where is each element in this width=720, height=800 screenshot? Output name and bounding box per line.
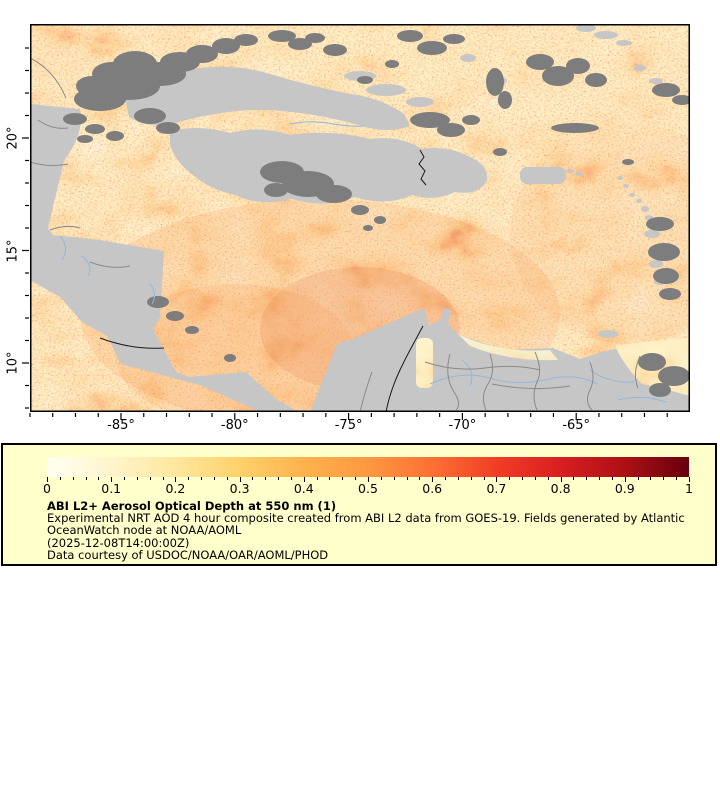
colorbar-label: 0.8 — [550, 481, 571, 496]
colorbar-label: 0.3 — [229, 481, 250, 496]
colorbar-minor-tick — [252, 477, 254, 480]
colorbar-minor-tick — [483, 477, 485, 480]
colorbar-minor-tick — [226, 477, 228, 480]
colorbar-major-tick — [239, 477, 241, 482]
colorbar-minor-tick — [445, 477, 447, 480]
legend-line: (2025-12-08T14:00:00Z) — [47, 535, 190, 550]
colorbar-minor-tick — [522, 477, 524, 480]
colorbar-minor-tick — [406, 477, 408, 480]
colorbar-minor-tick — [470, 477, 472, 480]
landmass-south-america — [310, 308, 690, 412]
colorbar — [47, 457, 689, 477]
colorbar-minor-tick — [380, 477, 382, 480]
colorbar-minor-tick — [98, 477, 100, 480]
colorbar-minor-tick — [213, 477, 215, 480]
x-axis-label: -75° — [334, 418, 363, 433]
legend-description: Experimental NRT AOD 4 hour composite cr… — [47, 512, 685, 561]
colorbar-minor-tick — [59, 477, 61, 480]
colorbar-minor-tick — [419, 477, 421, 480]
colorbar-major-tick — [560, 477, 562, 482]
map-border — [30, 24, 690, 412]
legend-line: Experimental NRT AOD 4 hour composite cr… — [47, 511, 685, 526]
aod-lake-maracaibo — [416, 338, 433, 388]
x-axis-label: -85° — [107, 418, 135, 433]
colorbar-minor-tick — [663, 477, 665, 480]
colorbar-minor-tick — [188, 477, 190, 480]
colorbar-minor-tick — [72, 477, 74, 480]
x-axis-label: -65° — [562, 418, 591, 433]
legend-line: Data courtesy of USDOC/NOAA/OAR/AOML/PHO… — [47, 547, 329, 562]
colorbar-label: 0.4 — [293, 481, 314, 496]
admin-border-lines — [30, 57, 641, 412]
country-border-lines — [99, 149, 427, 412]
colorbar-label: 0.7 — [486, 481, 507, 496]
colorbar-minor-tick — [342, 477, 344, 480]
colorbar-major-tick — [689, 477, 690, 482]
legend-line: OceanWatch node at NOAA/AOML — [47, 523, 242, 538]
legend-text-block: ABI L2+ Aerosol Optical Depth at 550 nm … — [47, 500, 685, 561]
colorbar-minor-tick — [547, 477, 549, 480]
colorbar-minor-tick — [637, 477, 639, 480]
colorbar-minor-tick — [599, 477, 601, 480]
colorbar-label: 0.2 — [165, 481, 186, 496]
y-axis-label: 20° — [5, 126, 21, 150]
colorbar-minor-tick — [534, 477, 536, 480]
colorbar-minor-tick — [457, 477, 459, 480]
colorbar-minor-tick — [355, 477, 357, 480]
colorbar-major-tick — [111, 477, 113, 482]
colorbar-minor-tick — [136, 477, 138, 480]
nodata-sea-hispaniola-jamaica — [170, 127, 488, 204]
colorbar-label: 1 — [685, 481, 693, 496]
colorbar-major-tick — [175, 477, 177, 482]
colorbar-minor-tick — [676, 477, 678, 480]
x-axis-label: -70° — [448, 418, 477, 433]
colorbar-minor-tick — [201, 477, 203, 480]
landmass-group — [30, 24, 690, 412]
y-axis-label: 10° — [5, 351, 21, 375]
colorbar-minor-tick — [162, 477, 164, 480]
colorbar-minor-tick — [124, 477, 126, 480]
colorbar-minor-tick — [265, 477, 267, 480]
colorbar-major-tick — [432, 477, 434, 482]
colorbar-minor-tick — [149, 477, 151, 480]
cloud-mask-group — [63, 30, 690, 397]
colorbar-minor-tick — [573, 477, 575, 480]
river-lines — [59, 121, 667, 403]
colorbar-minor-tick — [329, 477, 331, 480]
colorbar-minor-tick — [509, 477, 511, 480]
colorbar-label: 0.1 — [101, 481, 122, 496]
colorbar-minor-tick — [393, 477, 395, 480]
colorbar-label: 0.5 — [358, 481, 378, 496]
colorbar-label: 0.6 — [422, 481, 443, 496]
colorbar-major-tick — [303, 477, 305, 482]
aod-venezuela-coast — [458, 334, 558, 361]
colorbar-major-tick — [624, 477, 626, 482]
colorbar-major-tick — [368, 477, 369, 482]
colorbar-minor-tick — [290, 477, 292, 480]
colorbar-label: 0.9 — [614, 481, 635, 496]
colorbar-minor-tick — [85, 477, 87, 480]
colorbar-minor-tick — [586, 477, 588, 480]
colorbar-minor-tick — [611, 477, 613, 480]
colorbar-minor-tick — [316, 477, 318, 480]
colorbar-minor-tick — [278, 477, 280, 480]
legend-title: ABI L2+ Aerosol Optical Depth at 550 nm … — [47, 499, 337, 513]
map-figure: -85° -80° -75° -70° -65° 20° 15° 10° — [5, 24, 690, 433]
x-axis-label: -80° — [220, 418, 249, 433]
legend-box: 0 0.1 0.2 0.3 0.4 0.5 0.6 0.7 0.8 0.9 1 ABI L2+ Ae… — [1, 443, 717, 566]
y-axis-label: 15° — [5, 238, 21, 263]
colorbar-major-tick — [47, 477, 48, 482]
colorbar-label: 0 — [43, 481, 51, 496]
aod-raster-map — [30, 24, 690, 412]
colorbar-minor-tick — [650, 477, 652, 480]
landmass-puerto-rico — [520, 167, 566, 184]
colorbar-major-tick — [496, 477, 498, 482]
landmass-cuba-banks — [125, 66, 410, 130]
